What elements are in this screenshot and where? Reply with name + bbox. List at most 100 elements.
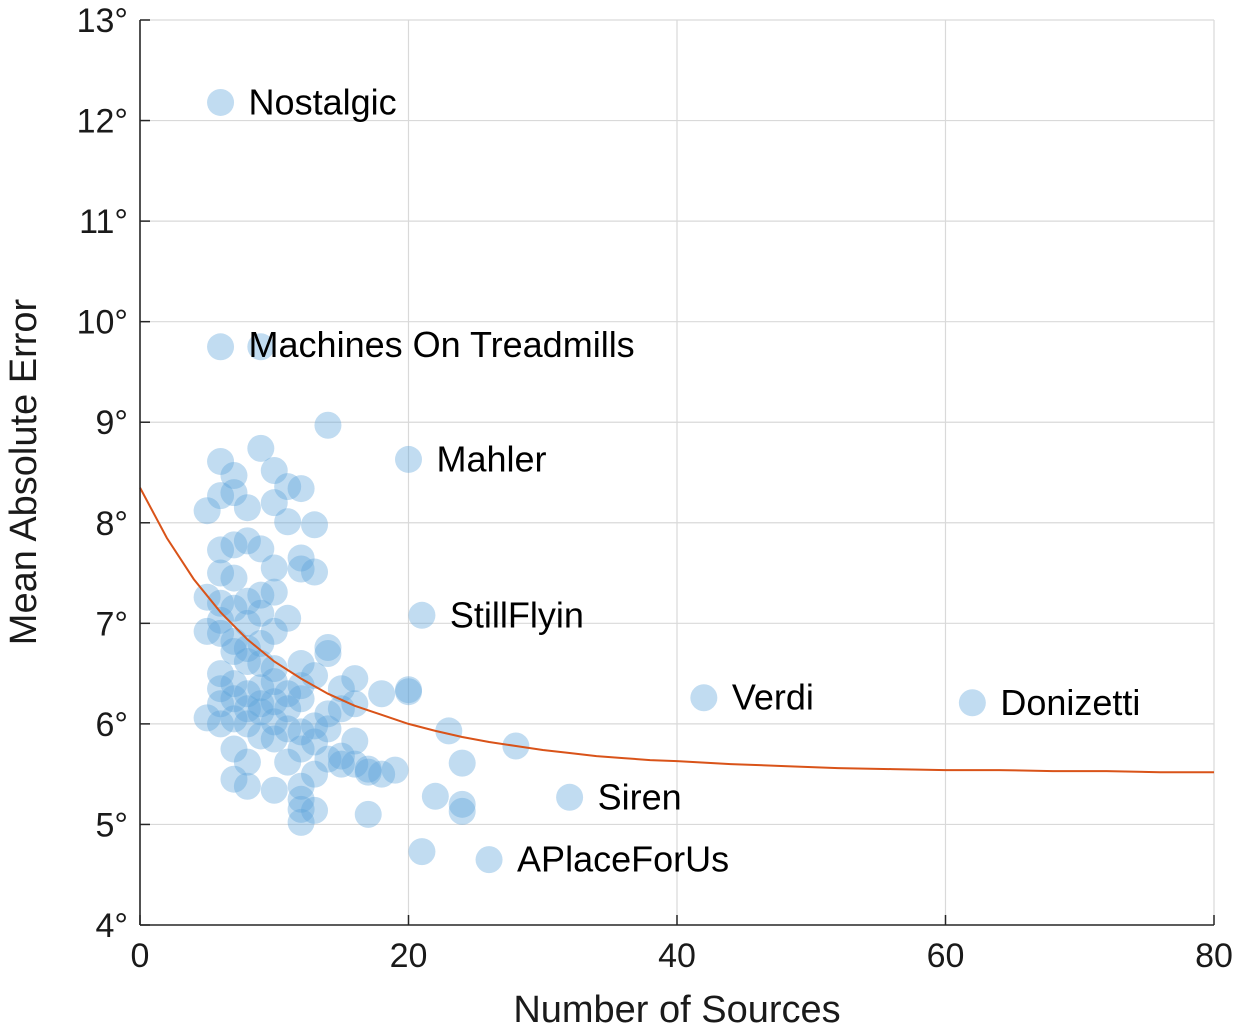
fit-curve xyxy=(139,487,1214,774)
data-point xyxy=(368,760,396,788)
data-point xyxy=(233,634,261,662)
data-point xyxy=(448,790,476,818)
data-point xyxy=(301,712,329,740)
data-point xyxy=(247,599,275,627)
y-tick-label: 8° xyxy=(95,505,128,543)
data-point xyxy=(475,846,503,874)
data-point xyxy=(341,665,369,693)
data-point xyxy=(207,333,235,361)
axes xyxy=(139,19,1215,926)
data-point xyxy=(274,508,302,536)
data-point xyxy=(327,742,355,770)
y-tick-label: 5° xyxy=(95,806,128,844)
data-point xyxy=(341,690,369,718)
data-point xyxy=(247,333,275,361)
data-point xyxy=(247,690,275,718)
data-point xyxy=(314,411,342,439)
grid xyxy=(140,19,1215,925)
data-point xyxy=(193,497,221,525)
data-point xyxy=(301,511,329,539)
data-point xyxy=(207,559,235,587)
point-annotation: Verdi xyxy=(732,677,814,718)
data-point xyxy=(247,434,275,462)
data-point xyxy=(220,670,248,698)
data-point xyxy=(958,689,986,717)
data-point xyxy=(287,785,315,813)
data-point xyxy=(314,640,342,667)
data-point xyxy=(381,756,409,784)
data-point xyxy=(207,606,235,634)
tick-labels: 0 20 40 60 80 4° 5° 6° 7° 8° 9° 10° 11° 12° 13° xyxy=(77,2,1233,975)
data-point xyxy=(395,678,422,706)
data-point xyxy=(287,795,315,823)
y-tick-label: 11° xyxy=(79,203,128,241)
data-point xyxy=(260,776,288,804)
data-point xyxy=(448,797,476,825)
data-point xyxy=(341,750,369,778)
fit-curve-group xyxy=(139,487,1214,774)
data-point xyxy=(556,783,584,811)
data-point xyxy=(408,838,436,866)
data-point xyxy=(287,475,315,503)
data-point xyxy=(247,581,275,609)
x-tick-label: 40 xyxy=(658,937,696,975)
data-point xyxy=(274,748,302,776)
data-point xyxy=(274,695,302,723)
data-point xyxy=(260,489,288,517)
y-tick-label: 13° xyxy=(77,2,128,40)
data-point xyxy=(207,710,235,738)
data-point xyxy=(207,447,235,475)
data-point xyxy=(207,660,235,688)
data-point xyxy=(260,617,288,645)
point-annotation: Machines On Treadmills xyxy=(249,324,635,365)
data-point xyxy=(314,745,342,773)
data-point xyxy=(354,800,382,828)
data-point xyxy=(448,749,476,777)
data-points xyxy=(193,88,986,874)
data-point xyxy=(207,536,235,564)
x-tick-label: 0 xyxy=(131,937,150,975)
point-annotation: Donizetti xyxy=(1000,682,1140,723)
data-point xyxy=(421,782,449,810)
y-tick-label: 10° xyxy=(77,304,128,342)
point-annotation: Mahler xyxy=(437,438,547,479)
x-axis-title: Number of Sources xyxy=(513,989,840,1029)
data-point xyxy=(260,456,288,484)
data-point xyxy=(207,482,235,510)
x-tick-label: 20 xyxy=(390,937,428,975)
data-point xyxy=(287,772,315,800)
data-point xyxy=(341,727,369,755)
data-point xyxy=(220,531,248,559)
data-point xyxy=(354,755,382,783)
data-point xyxy=(220,735,248,763)
y-tick-label: 12° xyxy=(77,103,128,141)
data-point xyxy=(287,808,315,836)
point-annotation: APlaceForUs xyxy=(517,839,729,880)
y-tick-label: 9° xyxy=(95,404,128,442)
point-annotation: Nostalgic xyxy=(249,81,397,122)
data-point xyxy=(193,617,221,645)
data-point xyxy=(193,704,221,732)
data-point xyxy=(247,698,275,726)
data-point xyxy=(287,650,315,678)
data-point xyxy=(301,558,329,586)
data-point xyxy=(274,604,302,632)
data-point xyxy=(207,675,235,703)
y-tick-label: 7° xyxy=(95,605,128,643)
data-point xyxy=(220,594,248,622)
data-point xyxy=(233,695,261,723)
data-point xyxy=(327,675,355,703)
data-point xyxy=(207,88,235,116)
y-tick-label: 6° xyxy=(95,706,128,744)
data-point xyxy=(301,796,329,824)
data-point xyxy=(327,750,355,778)
data-point xyxy=(274,680,302,708)
data-point xyxy=(287,718,315,746)
data-point xyxy=(233,494,261,522)
data-point xyxy=(247,674,275,702)
data-point xyxy=(368,680,396,708)
data-point xyxy=(247,722,275,750)
data-point xyxy=(287,555,315,583)
data-point xyxy=(220,637,248,665)
